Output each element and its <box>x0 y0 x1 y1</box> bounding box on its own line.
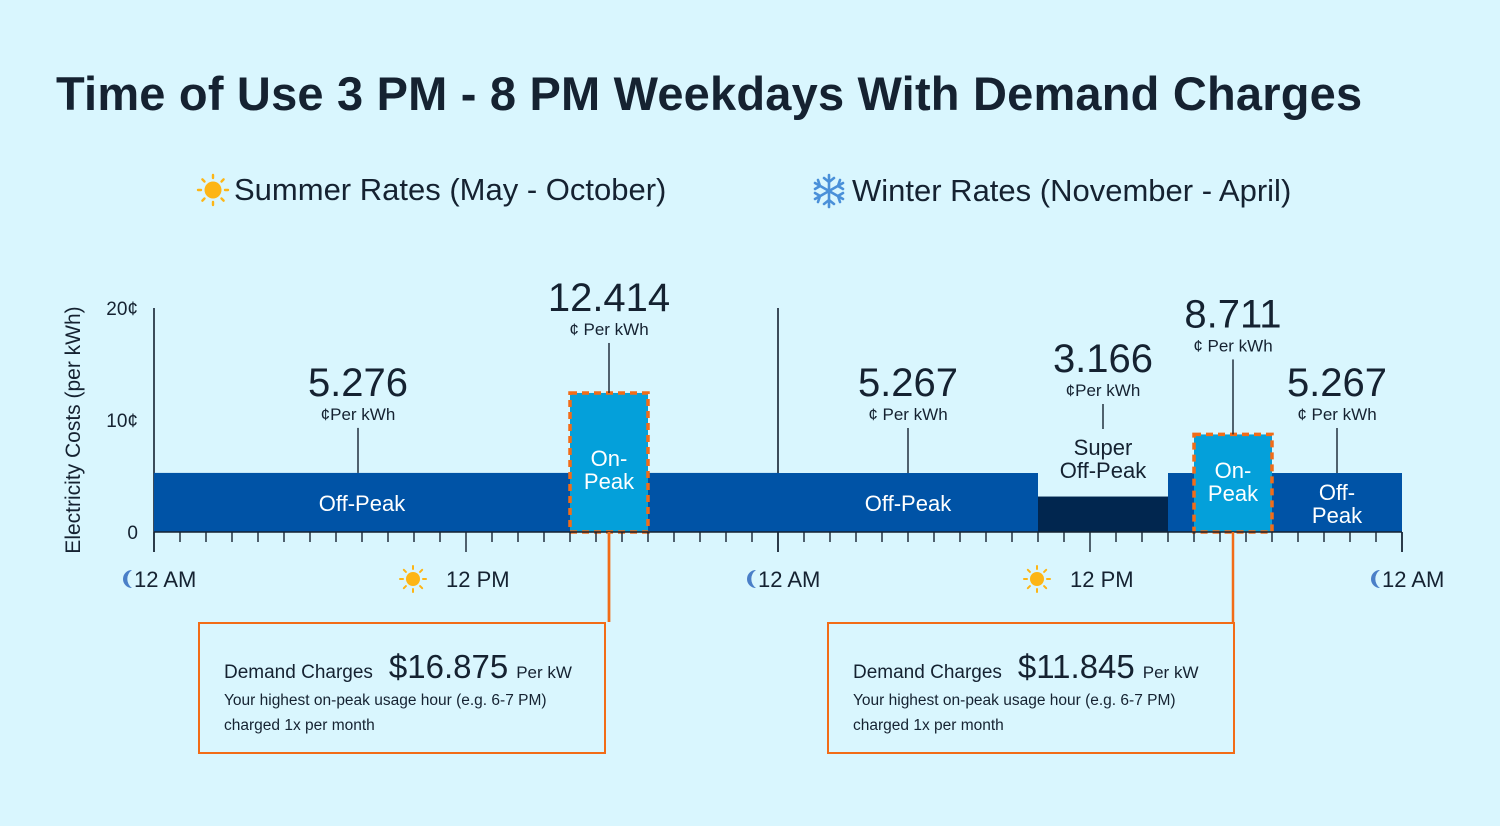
x-tick-label: 12 AM <box>758 567 820 592</box>
page-title: Time of Use 3 PM - 8 PM Weekdays With De… <box>56 67 1363 120</box>
demand-unit: Per kW <box>1142 663 1199 682</box>
sun-icon <box>1023 565 1051 593</box>
bar-off-peak <box>1168 473 1194 532</box>
rate-unit: ¢Per kWh <box>1066 381 1141 400</box>
bar-off-peak <box>154 472 570 532</box>
rate-value: 5.276 <box>308 361 408 405</box>
rate-value: 5.267 <box>858 361 958 405</box>
rate-unit: ¢ Per kWh <box>1297 405 1376 424</box>
sun-icon <box>196 173 230 207</box>
rate-unit: ¢ Per kWh <box>569 320 648 339</box>
bar-off-peak <box>1272 473 1402 532</box>
segment-label: Off- <box>1319 480 1355 505</box>
segment-label: Off-Peak <box>865 491 952 516</box>
moon-icon <box>123 570 132 588</box>
rate-value: 3.166 <box>1053 337 1153 381</box>
demand-unit: Per kW <box>516 663 572 682</box>
moon-icon <box>1371 570 1380 588</box>
season-winter: Winter Rates (November - April) <box>810 172 1291 210</box>
segment-label: On- <box>591 446 628 471</box>
snowflake-icon <box>813 173 845 209</box>
rate-unit: ¢ Per kWh <box>868 405 947 424</box>
demand-label: Demand Charges <box>853 662 1002 683</box>
segment-label: Peak <box>1208 481 1259 506</box>
bar-super-off-peak <box>1038 496 1168 532</box>
demand-description: Your highest on-peak usage hour (e.g. 6-… <box>224 692 547 734</box>
bar-off-peak <box>778 473 1038 532</box>
season-summer: Summer Rates (May - October) <box>196 172 666 208</box>
demand-box-winter: Demand Charges $11.845 Per kW Your highe… <box>827 622 1235 754</box>
bar-off-peak <box>648 472 778 532</box>
segment-label: Peak <box>1312 503 1363 528</box>
demand-box-summer: Demand Charges $16.875 Per kW Your highe… <box>198 622 606 754</box>
rate-value: 5.267 <box>1287 361 1387 405</box>
segment-label: Off-Peak <box>319 491 406 516</box>
x-tick-label: 12 PM <box>1070 567 1134 592</box>
y-axis-title: Electricity Costs (per kWh) <box>62 306 85 553</box>
rate-unit: ¢Per kWh <box>321 405 396 424</box>
y-tick-label: 20¢ <box>106 299 138 320</box>
x-tick-label: 12 PM <box>446 567 510 592</box>
demand-value: $16.875 <box>388 648 509 685</box>
y-tick-label: 10¢ <box>106 411 138 432</box>
rate-value: 12.414 <box>548 276 670 320</box>
x-tick-label: 12 AM <box>134 567 196 592</box>
demand-value: $11.845 <box>1017 648 1135 685</box>
x-tick-label: 12 AM <box>1382 567 1444 592</box>
moon-icon <box>747 570 756 588</box>
segment-label: Peak <box>584 469 635 494</box>
segment-label: On- <box>1215 458 1252 483</box>
demand-label: Demand Charges <box>224 662 373 683</box>
season-label: Winter Rates (November - April) <box>852 173 1292 208</box>
y-tick-label: 0 <box>127 523 138 544</box>
season-label: Summer Rates (May - October) <box>234 172 667 207</box>
rate-value: 8.711 <box>1184 292 1281 336</box>
demand-description: Your highest on-peak usage hour (e.g. 6-… <box>853 692 1176 734</box>
segment-label: Super <box>1074 435 1133 460</box>
rate-unit: ¢ Per kWh <box>1193 336 1272 355</box>
sun-icon <box>399 565 427 593</box>
segment-label: Off-Peak <box>1060 458 1147 483</box>
